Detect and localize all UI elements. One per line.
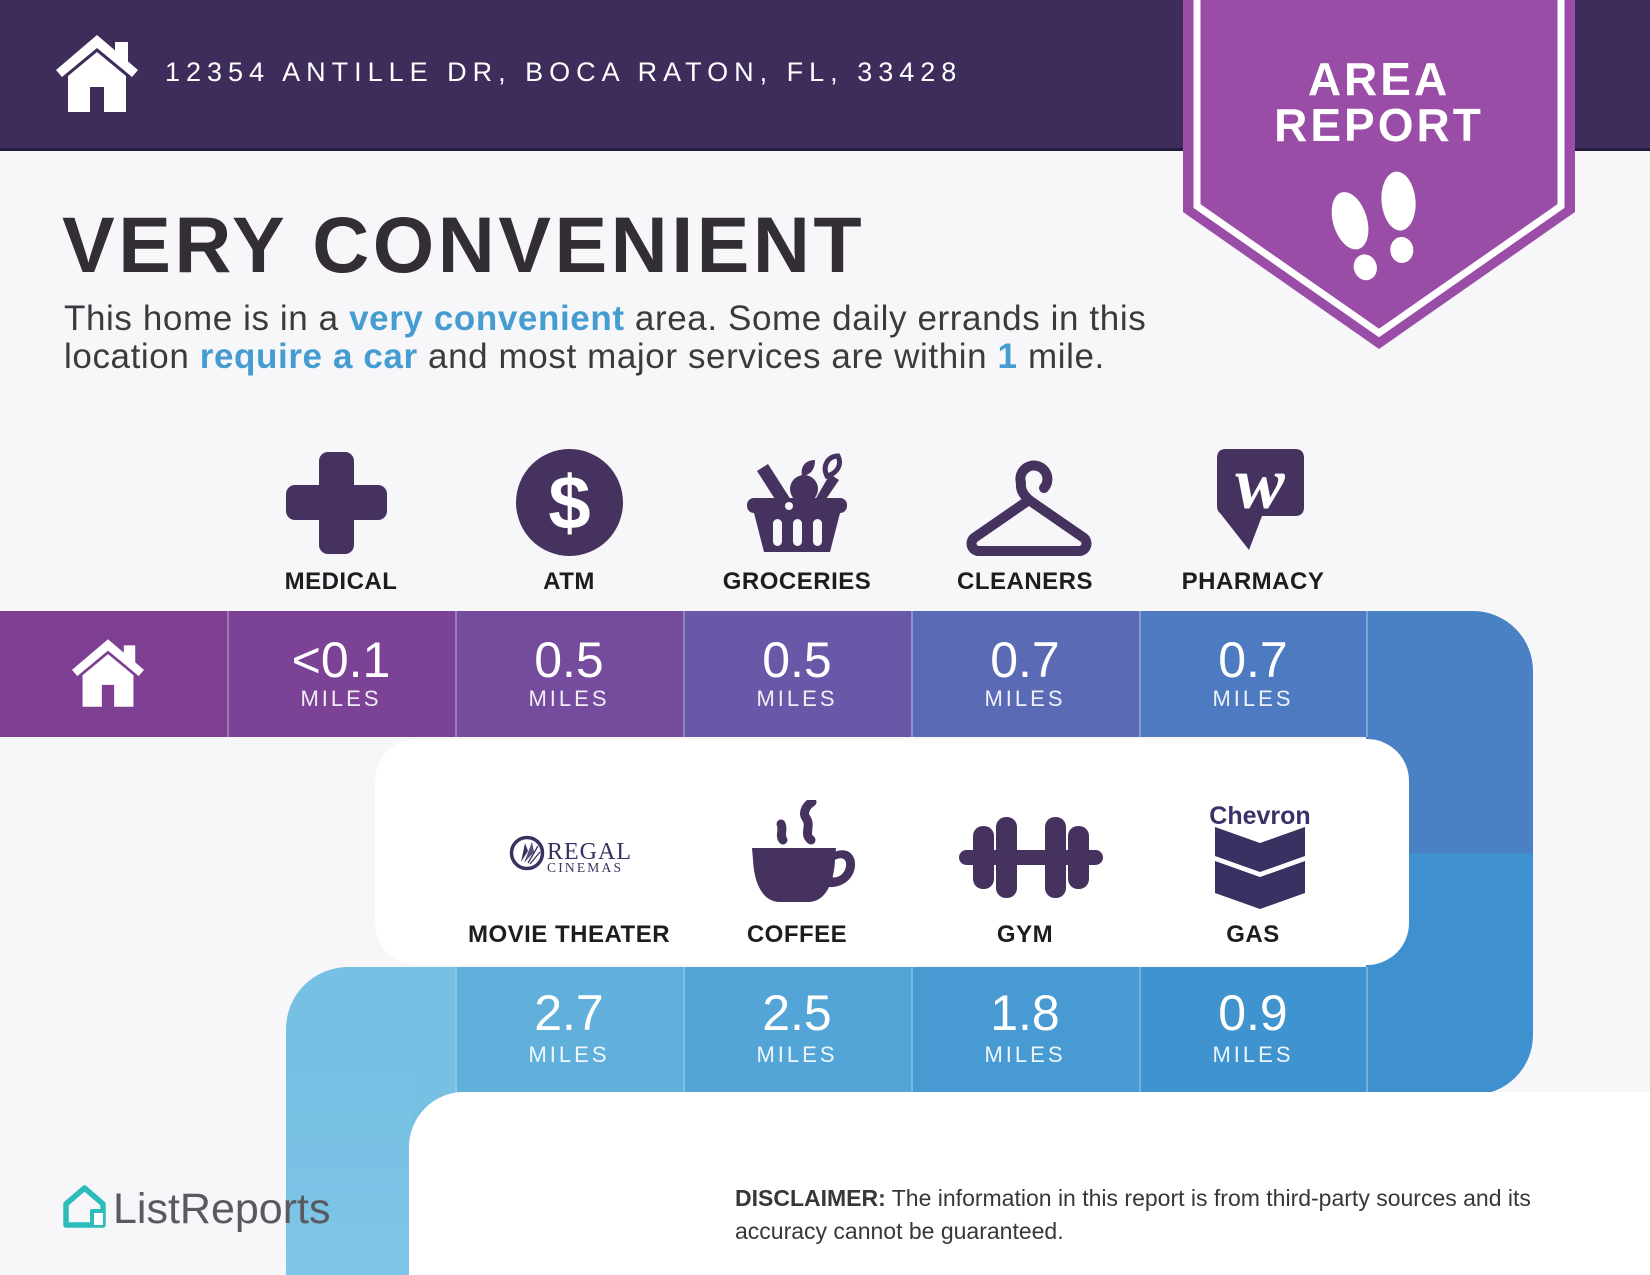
svg-text:$: $ bbox=[548, 461, 590, 546]
svg-text:REGAL: REGAL bbox=[547, 839, 632, 865]
svg-text:REPORT: REPORT bbox=[1274, 99, 1484, 151]
svg-text:CINEMAS: CINEMAS bbox=[547, 860, 623, 873]
svg-text:Chevron: Chevron bbox=[1209, 802, 1310, 830]
svg-text:w: w bbox=[1235, 449, 1285, 525]
svg-text:AREA: AREA bbox=[1308, 53, 1450, 105]
